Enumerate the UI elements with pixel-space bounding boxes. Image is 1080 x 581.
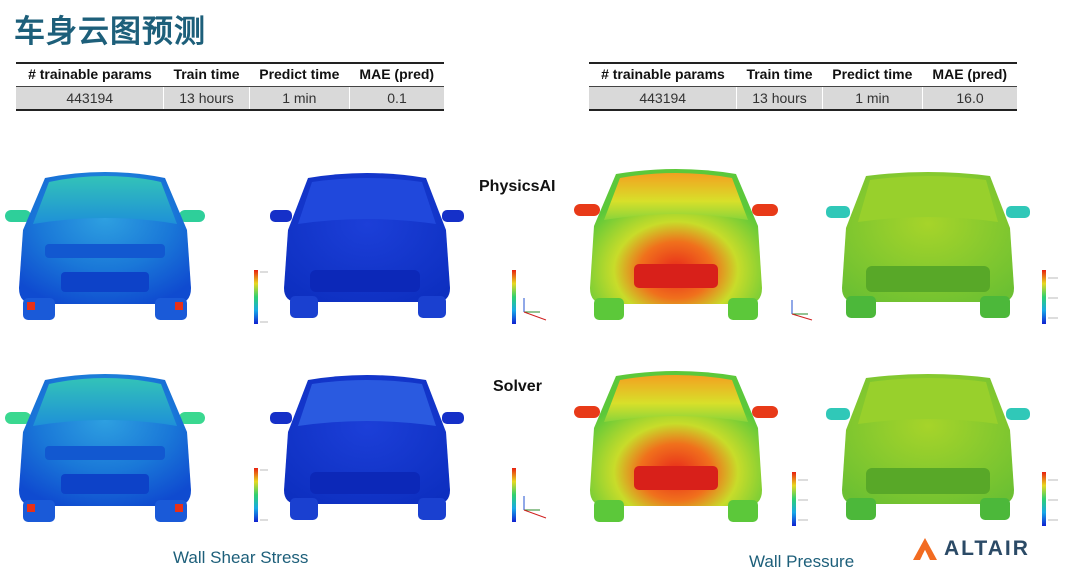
physicsai-row-label: PhysicsAI <box>479 178 556 195</box>
pressure-physicsai-colorbar <box>1042 270 1058 324</box>
altair-logo-text: ALTAIR <box>944 537 1030 560</box>
table-header-cell: Predict time <box>249 62 350 87</box>
altair-logo-icon <box>913 538 937 560</box>
table-cell: 13 hours <box>736 86 823 111</box>
pressure-solver-colorbar <box>792 472 808 526</box>
pressure-caption: Wall Pressure <box>749 552 855 571</box>
shear-rear-solver-image <box>270 375 464 520</box>
table-cell: 443194 <box>16 86 164 111</box>
table-header-cell: Train time <box>163 62 250 87</box>
shear-rear-physicsai-image <box>270 173 464 318</box>
pressure-physicsai-axes <box>791 300 813 321</box>
table-row: 443194 13 hours 1 min 16.0 <box>589 86 1017 111</box>
pressure-rear-solver-image <box>826 374 1030 520</box>
table-cell: 0.1 <box>349 86 444 111</box>
pressure-solver-colorbar-2 <box>1042 472 1058 526</box>
shear-physicsai-colorbar <box>254 270 268 324</box>
table-header-cell: MAE (pred) <box>922 62 1017 87</box>
shear-caption: Wall Shear Stress <box>173 548 309 567</box>
page-title: 车身云图预测 <box>14 14 206 50</box>
table-header-row: # trainable params Train time Predict ti… <box>589 62 1017 87</box>
pressure-front-physicsai-image <box>574 169 778 320</box>
table-row: 443194 13 hours 1 min 0.1 <box>16 86 444 111</box>
table-header-cell: # trainable params <box>16 62 164 87</box>
shear-solver-colorbar <box>254 468 268 522</box>
table-header-cell: MAE (pred) <box>349 62 444 87</box>
altair-logo: ALTAIR <box>912 537 1030 561</box>
table-cell: 1 min <box>821 86 923 111</box>
shear-physicsai-colorbar-2 <box>512 270 547 324</box>
pressure-params-table: # trainable params Train time Predict ti… <box>589 62 1017 111</box>
table-cell: 1 min <box>248 86 350 111</box>
table-header-cell: # trainable params <box>589 62 737 87</box>
table-header-cell: Train time <box>736 62 823 87</box>
shear-front-physicsai-image <box>5 172 205 320</box>
shear-params-table: # trainable params Train time Predict ti… <box>16 62 444 111</box>
table-header-cell: Predict time <box>822 62 923 87</box>
table-cell: 16.0 <box>922 86 1017 111</box>
table-header-row: # trainable params Train time Predict ti… <box>16 62 444 87</box>
solver-row-label: Solver <box>493 378 542 395</box>
pressure-rear-physicsai-image <box>826 172 1030 318</box>
table-cell: 13 hours <box>163 86 250 111</box>
pressure-front-solver-image <box>574 371 778 522</box>
table-cell: 443194 <box>589 86 737 111</box>
shear-solver-colorbar-2 <box>512 468 547 522</box>
shear-front-solver-image <box>5 374 205 522</box>
